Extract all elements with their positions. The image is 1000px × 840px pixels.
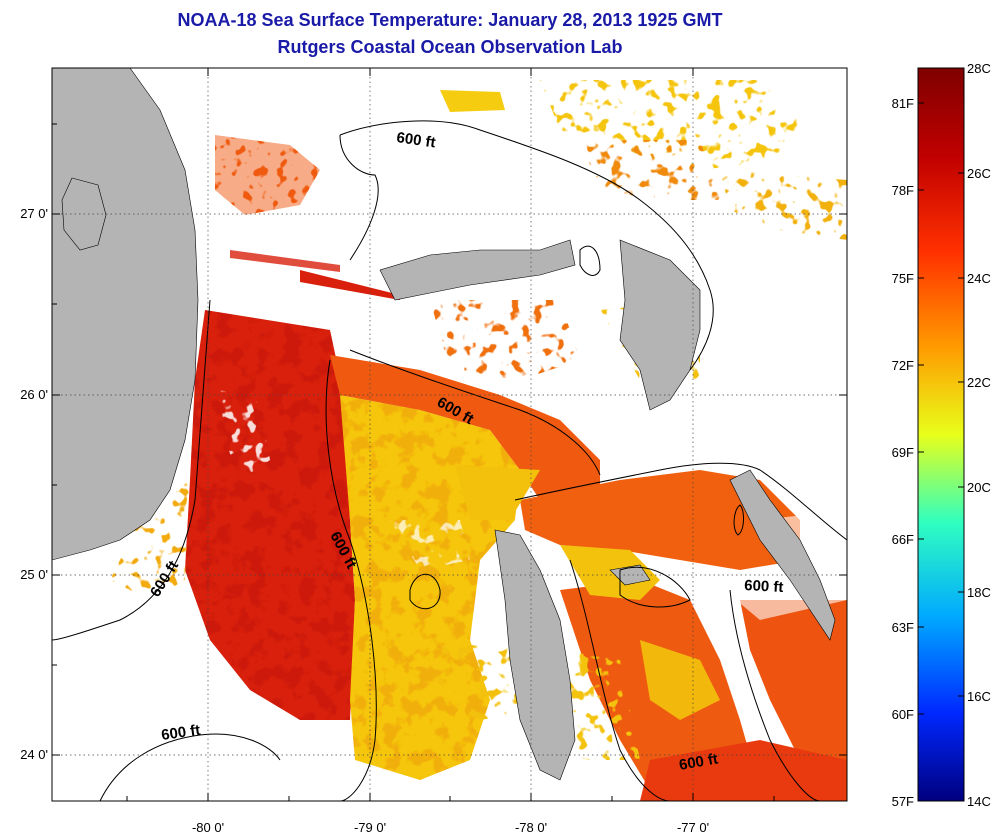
map-title: NOAA-18 Sea Surface Temperature: January… xyxy=(177,10,723,30)
lon-label: -77 0' xyxy=(677,820,709,835)
celsius-label: 26C xyxy=(967,166,991,181)
celsius-label: 22C xyxy=(967,375,991,390)
contour-line xyxy=(99,733,281,801)
abaco xyxy=(619,239,701,411)
land-masses xyxy=(52,68,836,781)
colorbar xyxy=(917,67,965,802)
lon-label: -80 0' xyxy=(192,820,224,835)
fahrenheit-label: 60F xyxy=(892,707,914,722)
lon-label: -79 0' xyxy=(354,820,386,835)
contour-label: 600 ft xyxy=(744,577,784,596)
fahrenheit-label: 57F xyxy=(892,794,914,809)
latitude-labels: 27 0' 26 0' 25 0' 24 0' xyxy=(20,206,48,762)
colorbar-ticks xyxy=(918,102,964,715)
lat-label: 26 0' xyxy=(20,387,48,402)
lon-label: -78 0' xyxy=(515,820,547,835)
grand-bahama xyxy=(379,239,576,301)
fahrenheit-label: 66F xyxy=(892,532,914,547)
depth-contours xyxy=(52,120,847,801)
contour-line xyxy=(729,589,821,801)
contour-line xyxy=(339,134,379,261)
contour-label: 600 ft xyxy=(160,722,201,744)
contour-label: 600 ft xyxy=(678,750,720,774)
andros xyxy=(494,529,576,781)
fahrenheit-label: 78F xyxy=(892,183,914,198)
fahrenheit-label: 63F xyxy=(892,620,914,635)
contour-line xyxy=(569,559,671,801)
contour-line xyxy=(349,349,601,476)
fahrenheit-label: 72F xyxy=(892,358,914,373)
contour-line xyxy=(409,573,441,610)
longitude-labels: -80 0' -79 0' -78 0' -77 0' xyxy=(192,820,709,835)
map-subtitle: Rutgers Coastal Ocean Observation Lab xyxy=(277,37,623,57)
fahrenheit-label: 75F xyxy=(892,271,914,286)
contour-line xyxy=(514,462,847,541)
lat-label: 24 0' xyxy=(20,747,48,762)
contour-line xyxy=(579,245,601,276)
celsius-label: 28C xyxy=(967,61,991,76)
grid xyxy=(52,68,847,801)
colorbar-celsius-labels: 28C 26C 24C 22C 20C 18C 16C 14C xyxy=(967,61,991,809)
contour-line xyxy=(339,120,714,371)
celsius-label: 16C xyxy=(967,689,991,704)
eleuthera xyxy=(729,469,836,641)
celsius-label: 18C xyxy=(967,585,991,600)
celsius-label: 20C xyxy=(967,480,991,495)
sst-field xyxy=(60,80,847,801)
contour-line xyxy=(619,566,691,608)
fahrenheit-label: 69F xyxy=(892,445,914,460)
celsius-label: 24C xyxy=(967,271,991,286)
colorbar-fahrenheit-labels: 81F 78F 75F 72F 69F 66F 63F 60F 57F xyxy=(892,96,914,809)
lat-label: 25 0' xyxy=(20,567,48,582)
lat-label: 27 0' xyxy=(20,206,48,221)
fahrenheit-label: 81F xyxy=(892,96,914,111)
contour-label: 600 ft xyxy=(395,129,436,151)
axis-ticks xyxy=(52,68,847,801)
contour-line xyxy=(52,299,211,641)
contour-line xyxy=(325,359,377,801)
celsius-label: 14C xyxy=(967,794,991,809)
contour-line xyxy=(733,504,744,536)
